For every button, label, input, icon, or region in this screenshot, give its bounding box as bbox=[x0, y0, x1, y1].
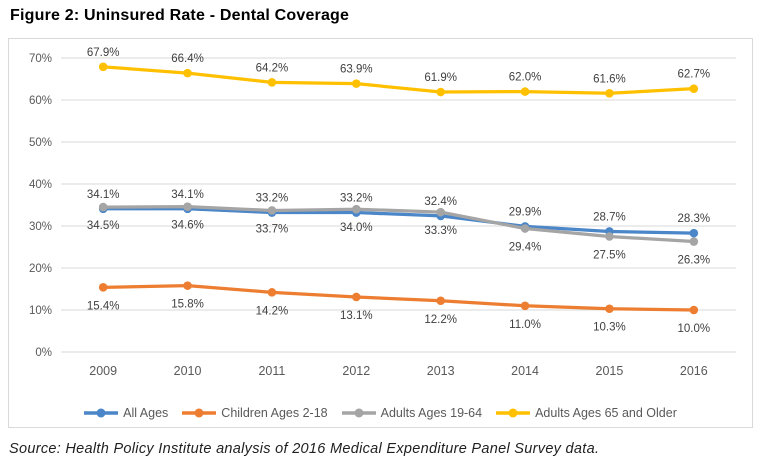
legend-item: Adults Ages 19-64 bbox=[341, 406, 483, 420]
data-label: 62.7% bbox=[678, 69, 711, 81]
data-point-marker bbox=[605, 232, 614, 241]
data-label: 29.4% bbox=[509, 242, 542, 254]
legend-line-marker-icon bbox=[182, 408, 217, 418]
data-label: 34.5% bbox=[87, 220, 120, 232]
data-point-marker bbox=[98, 283, 108, 292]
data-point-marker bbox=[352, 292, 361, 302]
data-point-marker bbox=[689, 237, 699, 246]
data-point-marker bbox=[689, 228, 699, 238]
y-axis-tick-label: 10% bbox=[29, 305, 52, 317]
source-text: Health Policy Institute analysis of 2016… bbox=[61, 441, 600, 457]
y-axis-tick-label: 40% bbox=[29, 179, 52, 191]
data-point-marker bbox=[183, 202, 192, 211]
y-axis-tick-label: 70% bbox=[29, 53, 52, 65]
data-point-marker bbox=[605, 304, 614, 314]
legend-line-marker-icon bbox=[496, 408, 531, 418]
data-point-marker bbox=[520, 224, 530, 233]
legend-item: Children Ages 2-18 bbox=[182, 406, 328, 420]
data-point-marker bbox=[689, 84, 699, 93]
data-point-marker bbox=[605, 88, 614, 98]
legend-label: All Ages bbox=[123, 406, 169, 420]
legend-label: Adults Ages 19-64 bbox=[380, 406, 483, 420]
data-point-marker bbox=[436, 207, 445, 217]
data-label: 64.2% bbox=[256, 62, 289, 74]
series-line bbox=[101, 284, 696, 312]
y-axis-tick-label: 30% bbox=[29, 221, 52, 233]
data-label: 28.7% bbox=[593, 211, 626, 223]
data-point-marker bbox=[520, 301, 530, 311]
data-label: 27.5% bbox=[593, 250, 626, 262]
data-label: 33.2% bbox=[340, 193, 373, 205]
data-label: 34.0% bbox=[340, 222, 373, 234]
data-point-marker bbox=[267, 288, 277, 297]
data-label: 13.1% bbox=[340, 310, 373, 322]
data-point-marker bbox=[352, 204, 361, 214]
data-label: 26.3% bbox=[678, 255, 711, 267]
series-line bbox=[101, 205, 696, 244]
x-axis-tick-label: 2009 bbox=[89, 364, 117, 378]
chart-area: 0% 10% 20% 30% 40% 50% 60% 70% 2009 2010 2011 2012 2… bbox=[8, 38, 753, 428]
data-label: 61.6% bbox=[593, 73, 626, 85]
data-label: 34.1% bbox=[87, 189, 120, 201]
data-point-marker bbox=[183, 281, 192, 290]
chart-legend: All Ages Children Ages 2-18 Adults Ages 19… bbox=[9, 406, 752, 420]
data-label: 33.3% bbox=[424, 225, 457, 237]
series-line bbox=[101, 207, 696, 235]
x-axis-tick-label: 2014 bbox=[511, 364, 539, 378]
x-axis-tick-label: 2013 bbox=[427, 364, 455, 378]
data-point-marker bbox=[436, 296, 445, 306]
data-label: 10.0% bbox=[678, 323, 711, 335]
x-axis-tick-label: 2012 bbox=[342, 364, 370, 378]
data-label: 11.0% bbox=[509, 319, 541, 331]
data-label: 29.9% bbox=[509, 206, 542, 218]
data-point-marker bbox=[689, 305, 699, 315]
source-label: Source: bbox=[9, 441, 62, 457]
data-label: 66.4% bbox=[171, 53, 204, 65]
data-label: 62.0% bbox=[509, 72, 542, 84]
data-label: 10.3% bbox=[593, 322, 626, 334]
y-axis-tick-label: 20% bbox=[29, 263, 52, 275]
y-axis-tick-label: 50% bbox=[29, 137, 52, 149]
data-point-marker bbox=[98, 62, 108, 72]
data-label: 32.4% bbox=[424, 196, 457, 208]
data-label: 34.6% bbox=[171, 220, 204, 232]
data-label: 34.1% bbox=[171, 189, 204, 201]
data-label: 14.2% bbox=[256, 305, 289, 317]
legend-item: All Ages bbox=[84, 406, 168, 420]
data-point-marker bbox=[436, 87, 445, 97]
x-axis-tick-label: 2011 bbox=[258, 364, 285, 378]
data-point-marker bbox=[520, 87, 530, 96]
data-label: 15.8% bbox=[171, 299, 204, 311]
y-axis-tick-label: 0% bbox=[35, 347, 52, 359]
data-point-marker bbox=[267, 206, 277, 215]
legend-label: Adults Ages 65 and Older bbox=[535, 406, 677, 420]
data-label: 67.9% bbox=[87, 47, 120, 59]
legend-line-marker-icon bbox=[341, 408, 376, 418]
data-point-marker bbox=[267, 78, 277, 87]
y-axis-tick-label: 60% bbox=[29, 95, 52, 107]
data-label: 61.9% bbox=[424, 72, 457, 84]
series-line bbox=[101, 65, 696, 95]
legend-item: Adults Ages 65 and Older bbox=[496, 406, 677, 420]
x-axis-tick-label: 2015 bbox=[596, 364, 624, 378]
legend-label: Children Ages 2-18 bbox=[221, 406, 328, 420]
source-note: Source: Health Policy Institute analysis… bbox=[9, 441, 599, 457]
data-point-marker bbox=[183, 68, 192, 78]
data-label: 15.4% bbox=[87, 300, 120, 312]
data-point-marker bbox=[352, 79, 361, 88]
data-point-marker bbox=[98, 202, 108, 212]
x-axis-tick-label: 2016 bbox=[680, 364, 708, 378]
data-label: 33.2% bbox=[256, 193, 289, 205]
data-label: 33.7% bbox=[256, 223, 289, 235]
data-label: 63.9% bbox=[340, 64, 373, 76]
line-chart: 0% 10% 20% 30% 40% 50% 60% 70% 2009 2010 2011 2012 2… bbox=[29, 47, 736, 378]
figure-title: Figure 2: Uninsured Rate - Dental Covera… bbox=[10, 7, 350, 24]
data-label: 12.2% bbox=[424, 314, 457, 326]
data-label: 28.3% bbox=[678, 213, 711, 225]
x-axis-tick-label: 2010 bbox=[174, 364, 202, 378]
legend-line-marker-icon bbox=[84, 408, 119, 418]
